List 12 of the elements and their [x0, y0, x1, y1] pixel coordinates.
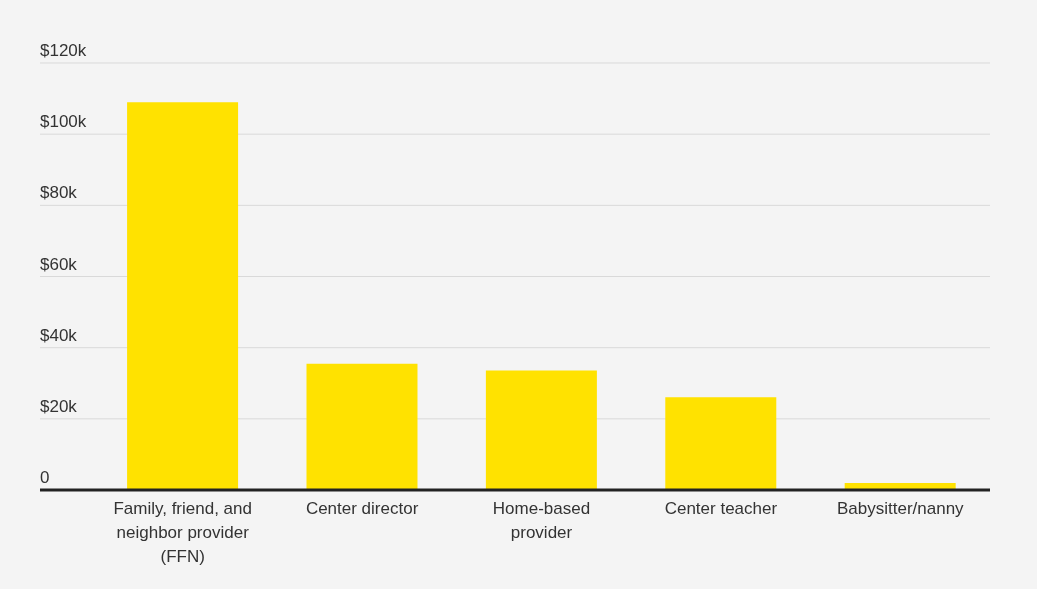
- y-tick-label: $60k: [40, 254, 78, 274]
- y-tick-label: $20k: [40, 396, 78, 416]
- x-tick-label: Center teacher: [664, 499, 778, 518]
- y-tick-label: $80k: [40, 183, 78, 203]
- x-tick-label: Center director: [305, 499, 419, 518]
- x-tick-label: Family, friend, and neighbor provider (FFN): [113, 499, 252, 566]
- y-tick-label: $120k: [40, 41, 87, 60]
- y-tick-label: 0: [40, 468, 50, 487]
- y-tick-label: $100k: [40, 112, 87, 132]
- x-tick-label: Home-based provider: [492, 499, 591, 542]
- y-tick-label: $40k: [40, 325, 78, 345]
- x-tick-label: Babysitter/nanny: [836, 499, 965, 518]
